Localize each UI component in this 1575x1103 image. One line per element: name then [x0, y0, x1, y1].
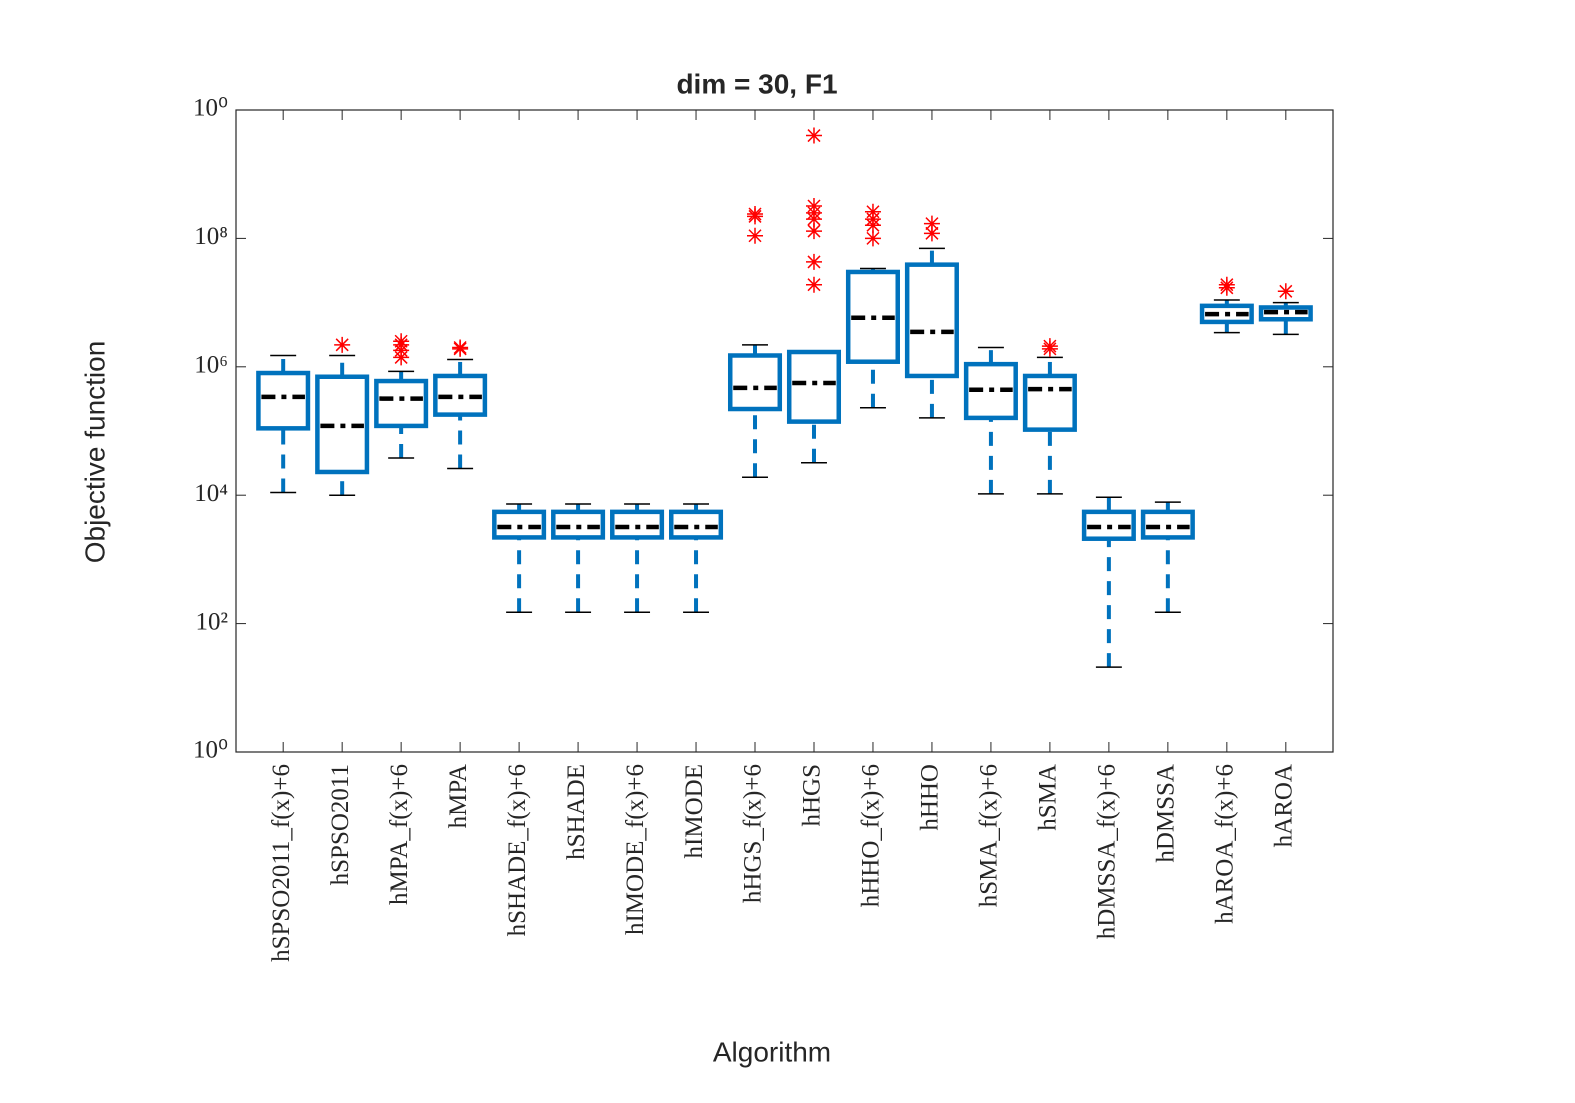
- box: [492, 509, 547, 540]
- box: [1022, 373, 1077, 432]
- outlier: [747, 227, 764, 244]
- y-tick-label: 10⁰: [193, 737, 228, 764]
- y-tick-label: 10⁶: [194, 352, 228, 379]
- box: [669, 509, 724, 540]
- x-tick-label: hMPA_f(x)+6: [386, 764, 413, 905]
- x-tick-label: hSPSO2011_f(x)+6: [268, 764, 295, 962]
- outlier: [864, 230, 881, 247]
- x-tick-label: hDMSSA: [1153, 764, 1180, 863]
- box: [610, 509, 665, 540]
- outlier: [334, 336, 351, 353]
- outlier: [452, 340, 469, 357]
- chart-title: dim = 30, F1: [676, 68, 837, 99]
- box: [315, 374, 370, 475]
- box: [433, 373, 488, 417]
- x-tick-label: hMPA: [445, 764, 472, 828]
- x-axis-label: Algorithm: [713, 1036, 831, 1067]
- outlier: [805, 127, 822, 144]
- x-tick-label: hHHO: [917, 764, 944, 831]
- outlier: [1041, 340, 1058, 357]
- outlier: [747, 208, 764, 225]
- x-tick-label: hSMA: [1035, 764, 1062, 831]
- plot-area: [235, 109, 1334, 753]
- box: [1258, 305, 1313, 322]
- x-tick-label: hSMA_f(x)+6: [976, 764, 1003, 907]
- y-tick-label: 10⁸: [194, 223, 228, 250]
- x-tick-label: hIMODE: [681, 764, 708, 858]
- box: [1140, 509, 1195, 540]
- outlier: [805, 211, 822, 228]
- x-tick-label: hDMSSA_f(x)+6: [1094, 764, 1121, 939]
- outlier: [1277, 283, 1294, 300]
- box: [963, 361, 1018, 421]
- box: [845, 269, 900, 364]
- y-tick-label: 10⁴: [194, 480, 228, 507]
- outlier: [1218, 279, 1235, 296]
- x-tick-label: hSHADE_f(x)+6: [504, 764, 531, 936]
- y-tick-label: 10²: [196, 608, 229, 635]
- y-tick-label: 10⁰: [193, 95, 228, 122]
- box: [904, 262, 959, 379]
- box: [1199, 303, 1254, 325]
- x-tick-label: hHGS: [799, 764, 826, 827]
- box: [786, 349, 842, 424]
- outlier: [923, 225, 940, 242]
- x-tick-label: hHHO_f(x)+6: [858, 764, 885, 907]
- box: [551, 509, 606, 540]
- box: [1081, 509, 1136, 541]
- x-tick-label: hHGS_f(x)+6: [740, 764, 767, 903]
- x-tick-label: hSPSO2011: [327, 764, 354, 885]
- outlier: [393, 349, 410, 366]
- x-tick-label: hSHADE: [563, 764, 590, 860]
- x-tick-label: hIMODE_f(x)+6: [622, 764, 649, 935]
- y-axis-label: Objective function: [79, 341, 110, 564]
- x-tick-label: hAROA: [1271, 764, 1298, 847]
- outlier: [805, 276, 822, 293]
- outlier: [923, 215, 940, 232]
- box: [256, 370, 311, 431]
- box: [374, 378, 429, 429]
- outlier: [805, 223, 822, 240]
- x-tick-label: hAROA_f(x)+6: [1212, 764, 1239, 924]
- outlier: [805, 253, 822, 270]
- outlier: [864, 217, 881, 234]
- box: [727, 353, 783, 412]
